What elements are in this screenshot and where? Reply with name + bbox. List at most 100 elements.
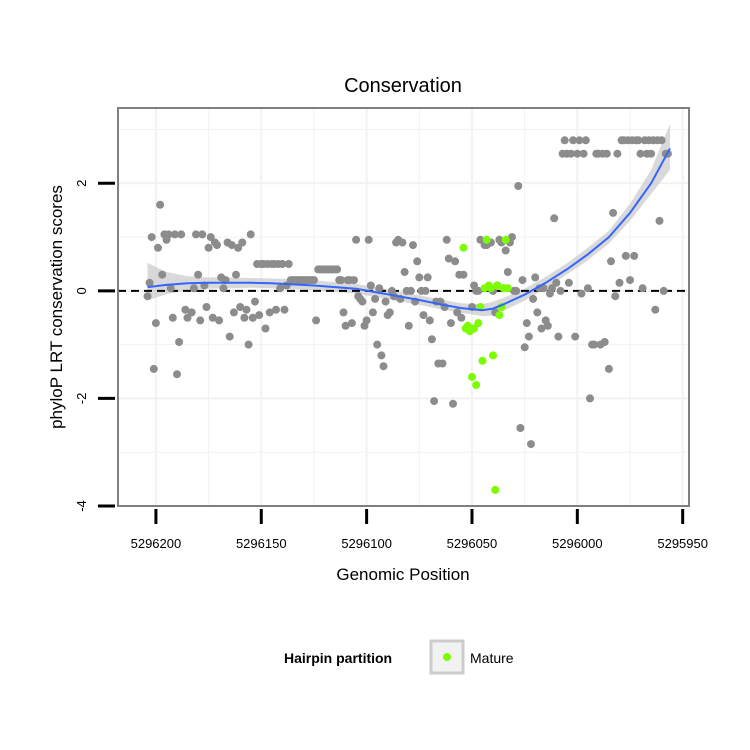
other-point: [341, 321, 350, 330]
other-point: [575, 136, 584, 145]
other-point: [310, 276, 318, 285]
other-point: [189, 284, 198, 293]
other-point: [337, 276, 346, 285]
other-point: [567, 149, 575, 158]
x-tick-label: 5296050: [447, 536, 498, 551]
other-point: [419, 311, 428, 320]
other-point: [581, 136, 590, 145]
other-point: [425, 316, 434, 325]
mature-point: [491, 485, 500, 494]
other-point: [657, 136, 666, 145]
legend-label-mature: Mature: [470, 650, 514, 666]
mature-point: [474, 319, 483, 328]
other-point: [409, 241, 417, 250]
other-point: [272, 305, 280, 314]
y-axis-title: phyloP LRT conservation scores: [47, 185, 66, 429]
other-point: [636, 149, 645, 158]
other-point: [215, 316, 224, 325]
other-point: [647, 149, 656, 158]
other-point: [621, 251, 630, 260]
other-point: [583, 284, 592, 293]
other-point: [358, 297, 367, 306]
other-point: [187, 308, 196, 317]
plot-panel-border: [117, 107, 690, 507]
other-point: [143, 292, 152, 301]
other-point: [213, 241, 221, 250]
other-point: [164, 230, 173, 239]
other-point: [183, 313, 192, 322]
other-point: [514, 182, 523, 190]
other-point: [147, 233, 156, 242]
other-point: [261, 324, 270, 333]
other-point: [347, 319, 356, 328]
other-point: [442, 235, 451, 244]
other-point: [265, 308, 274, 317]
mature-point: [503, 284, 512, 293]
other-point: [280, 305, 289, 314]
other-point: [333, 265, 342, 274]
other-point: [350, 276, 358, 285]
other-point: [366, 281, 375, 290]
other-point: [630, 251, 639, 260]
other-point: [415, 273, 424, 282]
other-point: [560, 136, 569, 145]
x-tick-label: 5296100: [341, 536, 392, 551]
other-point: [604, 364, 613, 373]
other-point: [381, 297, 390, 306]
other-point: [368, 308, 377, 317]
legend: Hairpin partition Mature: [284, 639, 514, 675]
other-point: [232, 270, 240, 279]
other-point: [371, 294, 380, 303]
other-point: [202, 303, 211, 311]
other-point: [571, 332, 580, 341]
axes: 5296200 5296150 5296100 5296050 5296000 52959…: [74, 180, 708, 551]
other-point: [427, 335, 436, 344]
y-tick-label: 2: [74, 180, 89, 187]
other-point: [242, 305, 251, 314]
other-point: [352, 235, 361, 244]
other-point: [192, 230, 200, 239]
other-point: [586, 394, 594, 403]
other-point: [238, 238, 247, 247]
other-point: [246, 230, 255, 239]
mature-point: [470, 324, 479, 333]
other-point: [229, 308, 238, 317]
x-tick-label: 5296000: [552, 536, 603, 551]
other-point: [501, 246, 510, 255]
other-point: [156, 200, 165, 209]
other-point: [638, 284, 647, 293]
other-point: [602, 149, 611, 158]
other-point: [196, 316, 205, 325]
other-point: [634, 136, 643, 145]
other-point: [145, 278, 154, 287]
legend-mature-marker: [443, 653, 451, 661]
other-point: [373, 340, 382, 349]
other-point: [564, 278, 573, 287]
mature-point: [468, 372, 476, 381]
other-point: [404, 321, 413, 330]
other-point: [651, 305, 660, 314]
other-point: [398, 238, 407, 247]
other-point: [284, 260, 293, 268]
other-point: [590, 340, 599, 349]
other-point: [512, 286, 521, 295]
other-point: [236, 303, 245, 311]
other-point: [579, 149, 588, 158]
other-point: [600, 338, 609, 346]
x-tick-label: 5296150: [236, 536, 287, 551]
other-point: [459, 270, 468, 279]
other-point: [227, 241, 236, 250]
other-point: [508, 233, 516, 242]
mature-point: [495, 311, 504, 320]
other-point: [251, 297, 259, 306]
y-tick-label: 0: [74, 287, 89, 294]
mature-point: [472, 381, 481, 389]
mature-point: [493, 281, 502, 290]
other-point: [449, 399, 457, 408]
other-point: [244, 340, 253, 349]
other-point: [569, 136, 578, 145]
other-point: [423, 273, 432, 282]
other-point: [626, 276, 634, 285]
other-point: [529, 294, 538, 303]
